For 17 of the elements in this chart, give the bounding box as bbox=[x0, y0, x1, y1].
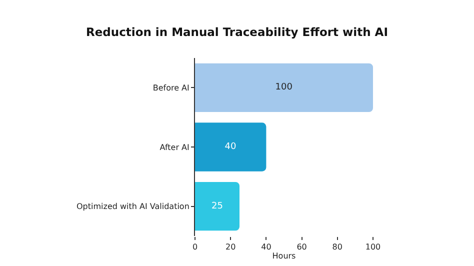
x-tick-label: 20 bbox=[226, 242, 236, 252]
y-tick-label: Before AI bbox=[152, 83, 190, 92]
data-label: 100 bbox=[275, 82, 293, 93]
y-tick-label: Optimized with AI Validation bbox=[76, 202, 190, 212]
x-tick-label: 60 bbox=[296, 242, 307, 252]
y-tick-label: After AI bbox=[160, 142, 190, 152]
x-tick-label: 0 bbox=[192, 242, 198, 252]
bar bbox=[195, 63, 373, 112]
data-label: 25 bbox=[212, 201, 223, 212]
x-tick-label: 100 bbox=[365, 242, 381, 252]
bar bbox=[195, 122, 266, 172]
x-axis-title: Hours bbox=[272, 252, 296, 261]
chart-title: Reduction in Manual Traceability Effort with AI bbox=[86, 24, 388, 39]
bar bbox=[195, 182, 240, 231]
x-tick-label: 40 bbox=[261, 242, 272, 252]
data-label: 40 bbox=[224, 142, 236, 152]
x-tick-label: 80 bbox=[332, 242, 342, 252]
